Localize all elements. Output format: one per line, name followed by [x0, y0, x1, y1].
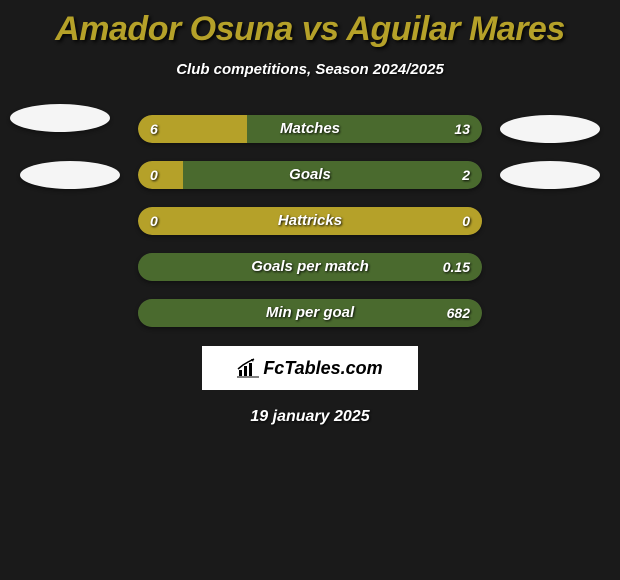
bar-label: Min per goal — [138, 299, 482, 327]
bar-label: Goals per match — [138, 253, 482, 281]
chart-row: Goals per match 0.15 — [0, 244, 620, 290]
date-label: 19 january 2025 — [0, 408, 620, 426]
logo-chart-icon — [237, 358, 259, 378]
bar-right-value: 682 — [447, 299, 470, 327]
chart-row: 6 Matches 13 — [0, 106, 620, 152]
bar-right-value: 0.15 — [443, 253, 470, 281]
bar-container: 0 Hattricks 0 — [138, 207, 482, 235]
chart-row: 0 Hattricks 0 — [0, 198, 620, 244]
bar-right-value: 0 — [462, 207, 470, 235]
bar-right-value: 2 — [462, 161, 470, 189]
chart-row: 0 Goals 2 — [0, 152, 620, 198]
bar-container: Min per goal 682 — [138, 299, 482, 327]
logo-text: FcTables.com — [263, 358, 382, 379]
subtitle: Club competitions, Season 2024/2025 — [0, 61, 620, 78]
bar-container: 6 Matches 13 — [138, 115, 482, 143]
bar-container: 0 Goals 2 — [138, 161, 482, 189]
player-right-oval — [500, 161, 600, 189]
chart-row: Min per goal 682 — [0, 290, 620, 336]
player-right-oval — [500, 115, 600, 143]
bar-container: Goals per match 0.15 — [138, 253, 482, 281]
comparison-chart: 6 Matches 13 0 Goals 2 0 Hattricks 0 — [0, 106, 620, 336]
player-left-oval — [20, 161, 120, 189]
bar-label: Hattricks — [138, 207, 482, 235]
page-title: Amador Osuna vs Aguilar Mares — [0, 0, 620, 49]
bar-right-value: 13 — [454, 115, 470, 143]
player-left-oval — [10, 104, 110, 132]
logo-box: FcTables.com — [202, 346, 418, 390]
bar-label: Matches — [138, 115, 482, 143]
bar-label: Goals — [138, 161, 482, 189]
